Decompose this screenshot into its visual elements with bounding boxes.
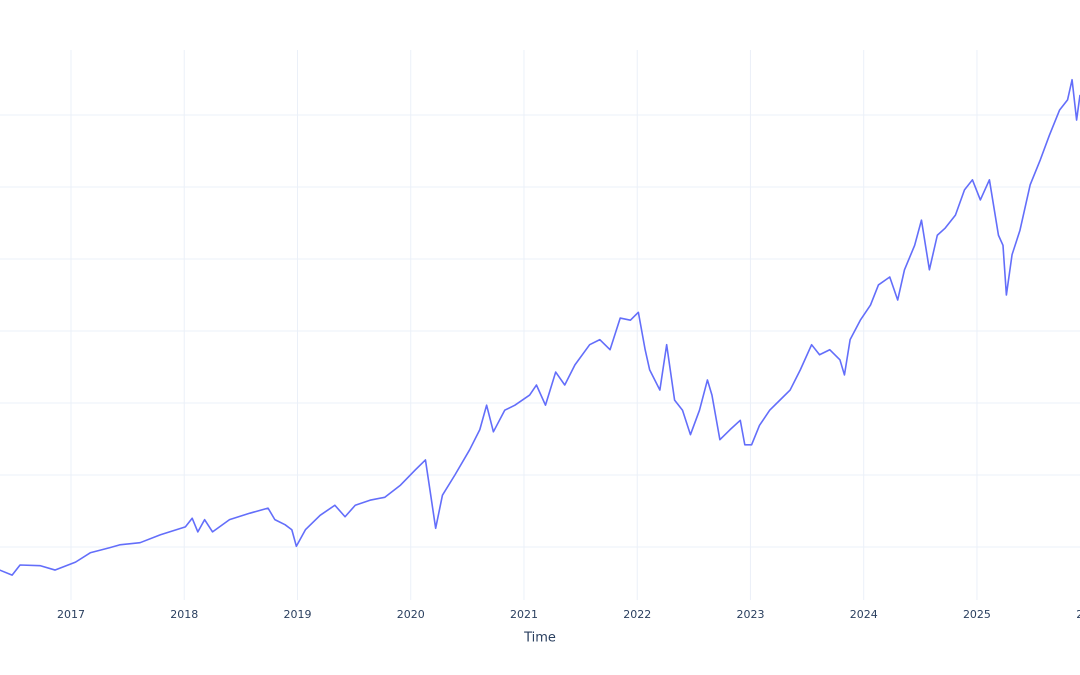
x-tick-label: 2017	[57, 608, 85, 621]
x-tick-label: 2019	[283, 608, 311, 621]
x-tick-label: 2025	[963, 608, 991, 621]
grid	[0, 50, 1080, 600]
x-tick-label: 2022	[623, 608, 651, 621]
data-line	[0, 78, 1080, 576]
x-tick-label: 2020	[397, 608, 425, 621]
x-tick-label: 2026	[1076, 608, 1080, 621]
x-tick-label: 2021	[510, 608, 538, 621]
x-tick-label: 2024	[850, 608, 878, 621]
x-tick-label: 2023	[736, 608, 764, 621]
x-axis-title: Time	[523, 631, 556, 646]
x-tick-label: 2018	[170, 608, 198, 621]
